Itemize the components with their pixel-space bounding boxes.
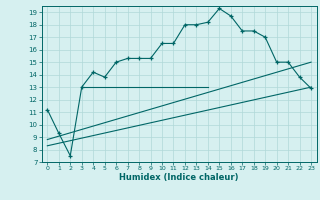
- X-axis label: Humidex (Indice chaleur): Humidex (Indice chaleur): [119, 173, 239, 182]
